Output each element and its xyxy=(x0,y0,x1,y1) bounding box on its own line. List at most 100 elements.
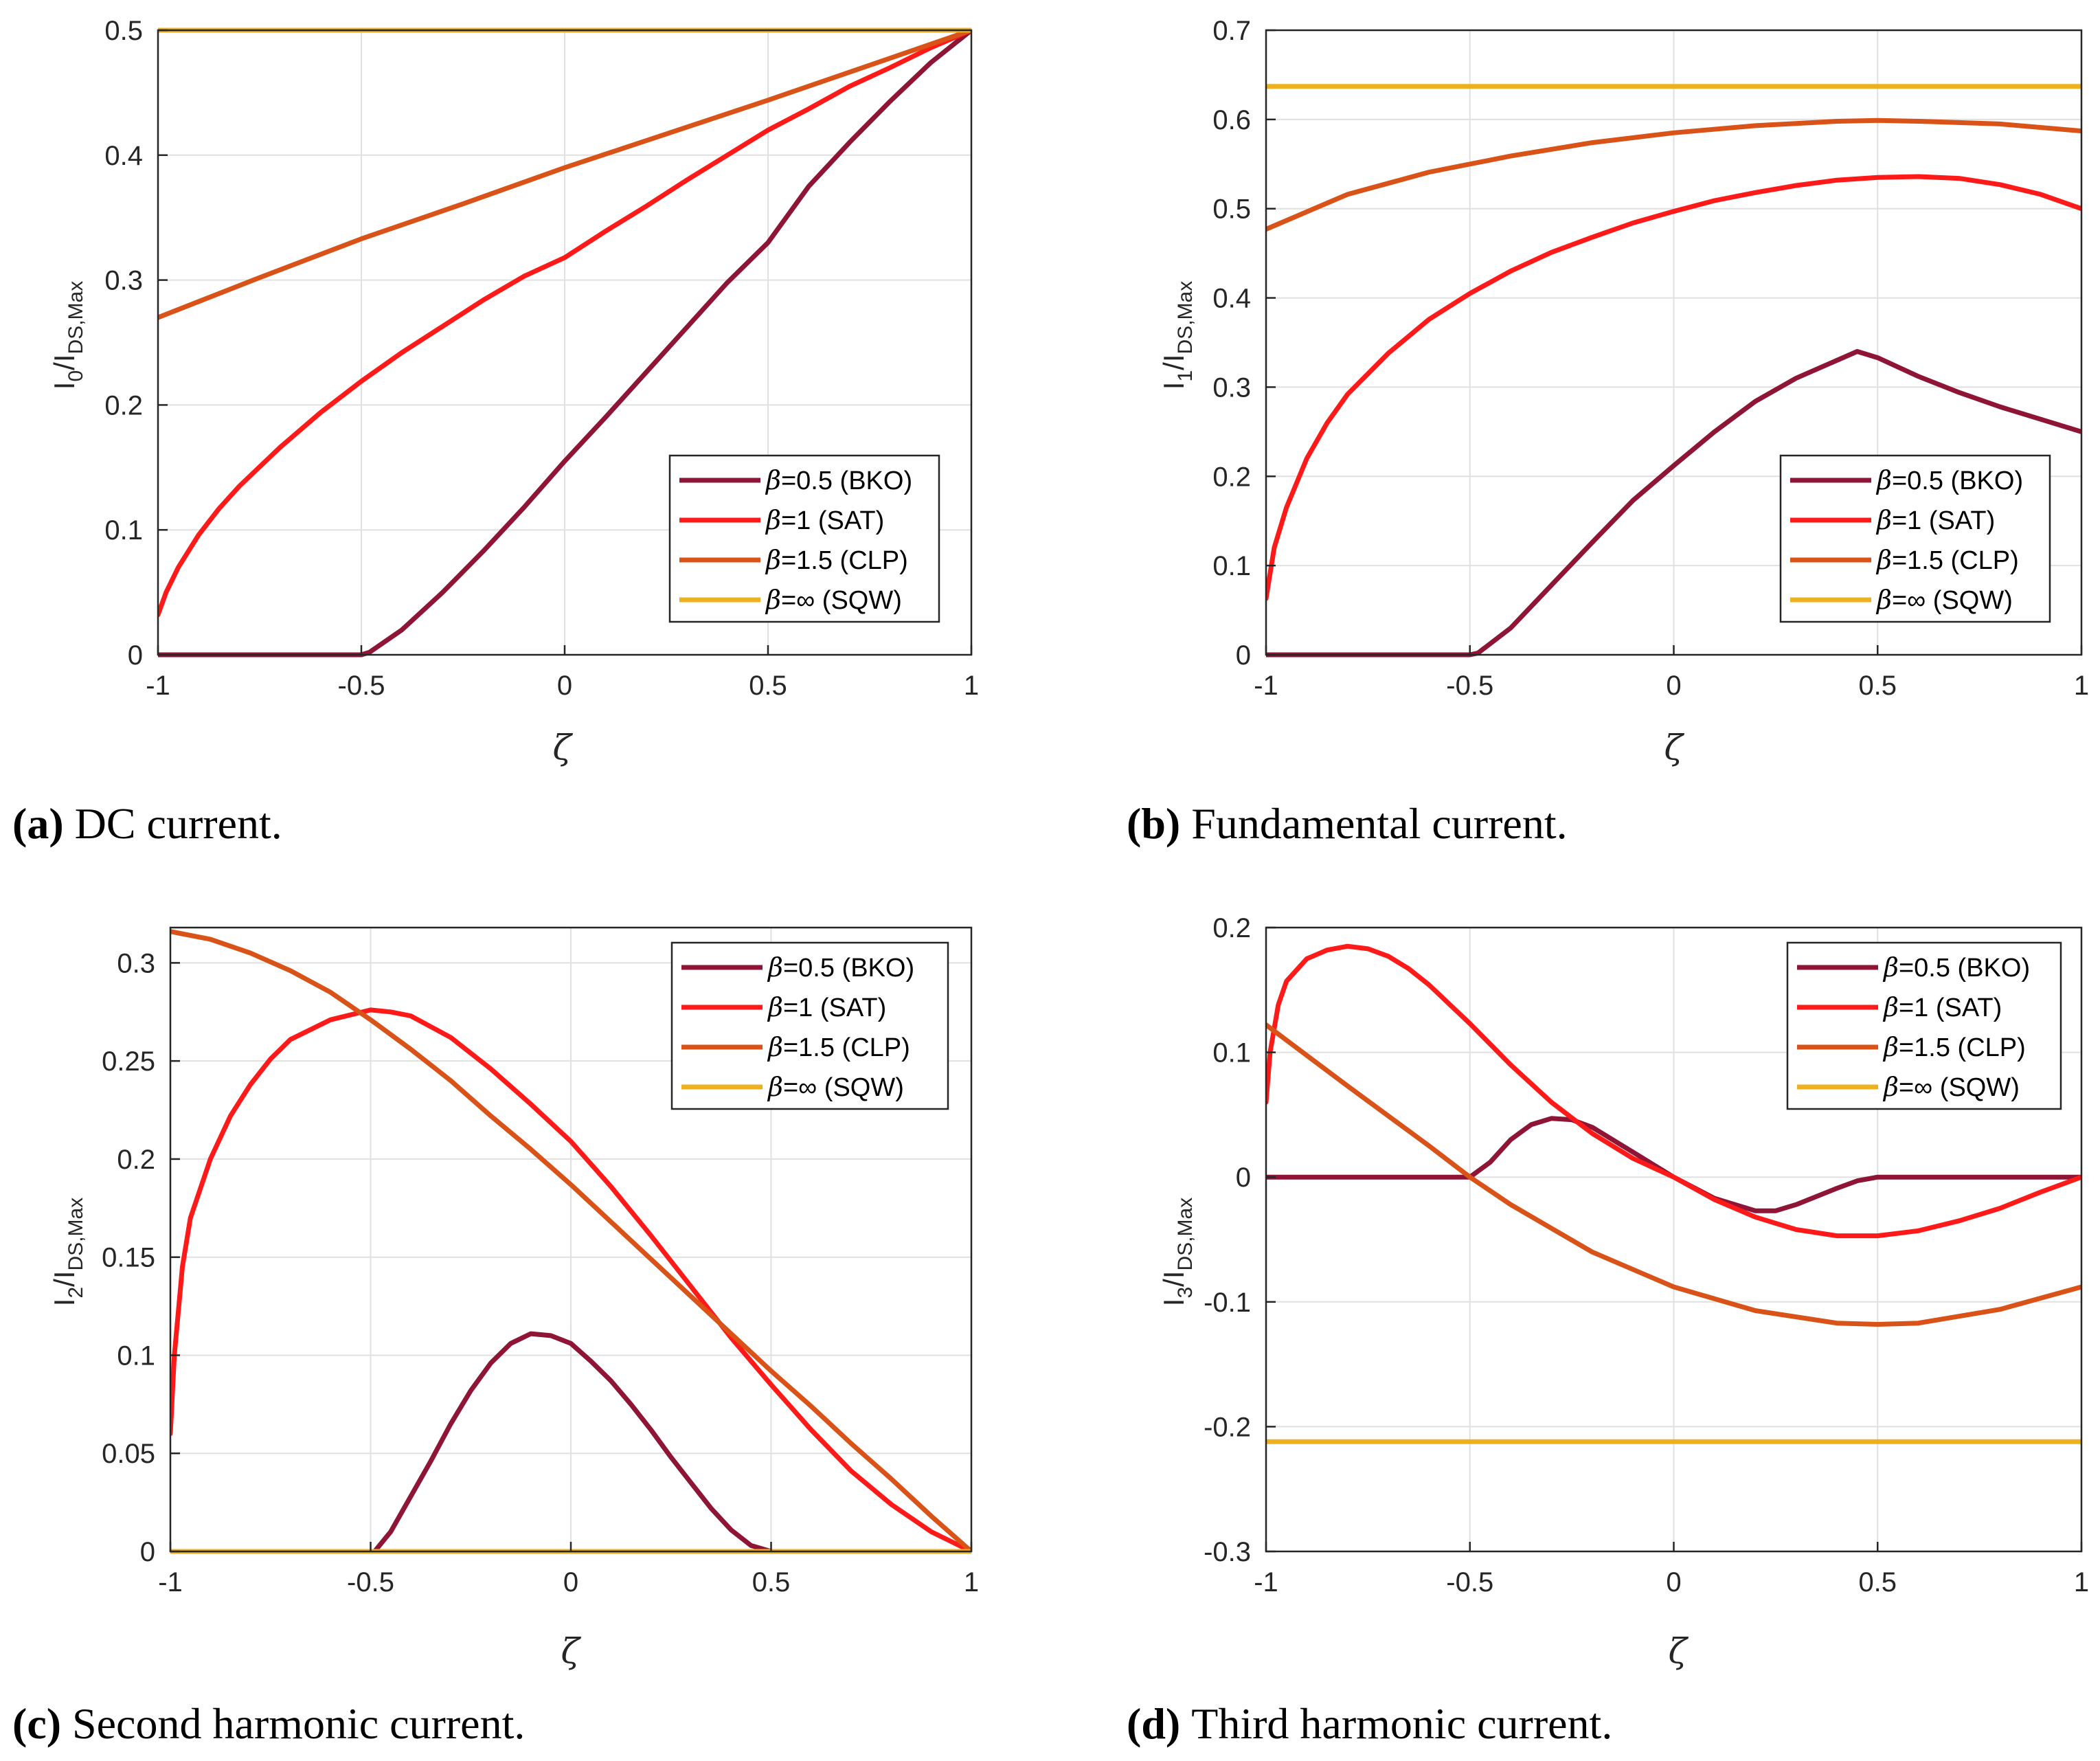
panel-d-legend-label-sqw: β=∞ (SQW) xyxy=(1882,1072,2020,1102)
panel-d-series-sat xyxy=(1266,943,2081,1239)
panel-c-xtick-label-3: 0.5 xyxy=(752,1567,791,1597)
panel-a-xtick-label-4: 1 xyxy=(964,671,979,701)
panel-a-caption-label: (a) xyxy=(12,799,64,848)
panel-a-axes: -1 -0.5 0 0.5 1 0 0.1 0.2 0.3 0.4 0.5 xyxy=(104,16,979,701)
panel-c-ytick-label-6: 0.3 xyxy=(117,948,155,978)
panel-a-legend-box xyxy=(668,454,940,623)
panel-a-xtick-label-0: -1 xyxy=(146,671,170,701)
panel-b-axes: -1 -0.5 0 0.5 1 0 0.1 0.2 0.3 0.4 0.5 0.6 0.7 xyxy=(1212,16,2089,701)
panel-a-legend: β=0.5 (BKO) β=1 (SAT) β=1.5 (CLP) β=∞ (SQW) xyxy=(668,454,940,623)
panel-d-caption: (d) Third harmonic current. xyxy=(1127,1699,1612,1748)
panel-d-xtick-label-1: -0.5 xyxy=(1446,1567,1493,1597)
panel-c-series-bko xyxy=(372,1331,774,1554)
panel-b-xtick-label-0: -1 xyxy=(1254,671,1278,701)
panel-b-ytick-label-0: 0 xyxy=(1236,640,1251,671)
panel-c-legend: β=0.5 (BKO) β=1 (SAT) β=1.5 (CLP) β=∞ (SQW) xyxy=(670,941,949,1110)
panel-b-legend-box xyxy=(1779,454,2051,623)
panel-d-caption-text: Third harmonic current. xyxy=(1191,1699,1612,1748)
panel-d-xtick-label-2: 0 xyxy=(1666,1567,1681,1597)
panel-a-legend-label-bko: β=0.5 (BKO) xyxy=(765,465,912,495)
panel-b-fundamental-current: -1 -0.5 0 0.5 1 0 0.1 0.2 0.3 0.4 0.5 0.6 0.7 ζ I1/I… xyxy=(1127,16,2089,848)
panel-c-ytick-label-3: 0.15 xyxy=(102,1243,155,1273)
panel-d-ytick-label-0: -0.3 xyxy=(1204,1537,1251,1567)
panel-d-ytick-label-2: -0.1 xyxy=(1204,1288,1251,1318)
panel-b-legend-label-sqw: β=∞ (SQW) xyxy=(1875,585,2013,615)
panel-b-legend: β=0.5 (BKO) β=1 (SAT) β=1.5 (CLP) β=∞ (SQW) xyxy=(1779,454,2051,623)
panel-a-ytick-label-2: 0.2 xyxy=(104,390,143,420)
panel-b-series xyxy=(1266,84,2081,658)
panel-a-dc-current: -1 -0.5 0 0.5 1 0 0.1 0.2 0.3 0.4 0.5 ζ I0/IDS,Max… xyxy=(12,16,979,848)
panel-d-caption-label: (d) xyxy=(1127,1699,1180,1748)
panel-b-xtick-label-3: 0.5 xyxy=(1858,671,1897,701)
panel-a-series-clp xyxy=(158,27,971,320)
panel-a-xtick-label-2: 0 xyxy=(557,671,572,701)
panel-c-second-harmonic-current: -1 -0.5 0 0.5 1 0 0.05 0.1 0.15 0.2 0.25 0.3 ζ I2/I… xyxy=(12,926,979,1748)
panel-a-ytick-label-4: 0.4 xyxy=(104,141,143,171)
panel-c-ytick-label-2: 0.1 xyxy=(117,1341,155,1371)
panel-d-xtick-label-0: -1 xyxy=(1254,1567,1278,1597)
panel-c-xtick-label-4: 1 xyxy=(964,1567,979,1597)
panel-c-xtick-label-0: -1 xyxy=(158,1567,183,1597)
panel-a-xtick-label-1: -0.5 xyxy=(338,671,385,701)
panel-b-ytick-label-2: 0.2 xyxy=(1212,462,1251,492)
panel-d-ytick-label-5: 0.2 xyxy=(1212,913,1251,943)
panel-a-series-sat xyxy=(158,27,971,618)
panel-c-axes: -1 -0.5 0 0.5 1 0 0.05 0.1 0.15 0.2 0.25 0.3 xyxy=(102,926,979,1597)
panel-c-legend-label-bko: β=0.5 (BKO) xyxy=(767,952,914,983)
panel-c-ytick-label-1: 0.05 xyxy=(102,1439,155,1469)
panel-d-legend: β=0.5 (BKO) β=1 (SAT) β=1.5 (CLP) β=∞ (SQW) xyxy=(1786,941,2062,1110)
panel-d-xtick-label-4: 1 xyxy=(2074,1567,2089,1597)
panel-c-caption-label: (c) xyxy=(12,1699,61,1748)
panel-b-series-sat xyxy=(1266,174,2081,601)
panel-b-ytick-label-4: 0.4 xyxy=(1212,284,1251,314)
panel-d-legend-label-bko: β=0.5 (BKO) xyxy=(1882,952,2030,983)
panel-d-y-axis-label: I3/IDS,Max xyxy=(1158,1198,1197,1306)
panel-d-third-harmonic-current: -1 -0.5 0 0.5 1 -0.3 -0.2 -0.1 0 0.1 0.2 ζ I3/IDS,… xyxy=(1127,913,2089,1748)
panel-c-ytick-label-0: 0 xyxy=(140,1537,155,1567)
panel-d-x-axis-label: ζ xyxy=(1668,1631,1689,1671)
panel-c-ytick-label-4: 0.2 xyxy=(117,1145,155,1175)
panel-b-caption-label: (b) xyxy=(1127,799,1180,848)
panel-b-xtick-label-1: -0.5 xyxy=(1446,671,1493,701)
panel-a-ytick-label-5: 0.5 xyxy=(104,16,143,46)
panel-b-ytick-label-5: 0.5 xyxy=(1212,194,1251,225)
panel-d-series xyxy=(1266,943,2081,1444)
panel-c-legend-label-clp: β=1.5 (CLP) xyxy=(767,1032,910,1062)
panel-b-xtick-label-2: 0 xyxy=(1666,671,1681,701)
panel-b-x-axis-label: ζ xyxy=(1664,728,1684,767)
panel-d-ytick-label-4: 0.1 xyxy=(1212,1038,1251,1068)
panel-a-legend-label-clp: β=1.5 (CLP) xyxy=(765,545,908,575)
panel-b-caption: (b) Fundamental current. xyxy=(1127,799,1568,848)
panel-b-ytick-label-7: 0.7 xyxy=(1212,16,1251,46)
panel-b-y-axis-label: I1/IDS,Max xyxy=(1158,281,1197,390)
panel-a-x-axis-label: ζ xyxy=(552,728,573,767)
panel-a-xtick-label-3: 0.5 xyxy=(749,671,787,701)
panel-d-series-clp xyxy=(1266,1022,2081,1327)
panel-c-y-axis-label: I2/IDS,Max xyxy=(48,1198,87,1306)
panel-a-legend-label-sqw: β=∞ (SQW) xyxy=(765,585,902,615)
panel-c-caption: (c) Second harmonic current. xyxy=(12,1699,525,1748)
panel-c-ytick-label-5: 0.25 xyxy=(102,1046,155,1077)
panel-c-series-sat xyxy=(170,1007,971,1554)
panel-b-ytick-label-6: 0.6 xyxy=(1212,105,1251,135)
panel-d-legend-label-sat: β=1 (SAT) xyxy=(1882,992,2002,1022)
panel-b-legend-label-bko: β=0.5 (BKO) xyxy=(1875,465,2023,495)
panel-d-legend-label-clp: β=1.5 (CLP) xyxy=(1882,1032,2026,1062)
panel-d-legend-box xyxy=(1786,941,2062,1110)
panel-a-ytick-label-3: 0.3 xyxy=(104,266,143,296)
panel-c-caption-text: Second harmonic current. xyxy=(72,1699,525,1748)
panel-c-xtick-label-2: 0 xyxy=(563,1567,578,1597)
panel-a-legend-label-sat: β=1 (SAT) xyxy=(765,505,884,535)
panel-a-y-axis-label: I0/IDS,Max xyxy=(48,281,87,390)
panel-c-legend-box xyxy=(670,941,949,1110)
panel-c-legend-label-sat: β=1 (SAT) xyxy=(767,992,886,1022)
panel-d-ytick-label-3: 0 xyxy=(1236,1163,1251,1193)
panel-d-xtick-label-3: 0.5 xyxy=(1858,1567,1897,1597)
panel-b-ytick-label-1: 0.1 xyxy=(1212,551,1251,581)
panel-d-ytick-label-1: -0.2 xyxy=(1204,1412,1251,1442)
panel-a-caption: (a) DC current. xyxy=(12,799,282,848)
panel-b-legend-label-clp: β=1.5 (CLP) xyxy=(1875,545,2019,575)
panel-a-caption-text: DC current. xyxy=(75,799,282,848)
panel-a-ytick-label-0: 0 xyxy=(128,640,143,671)
